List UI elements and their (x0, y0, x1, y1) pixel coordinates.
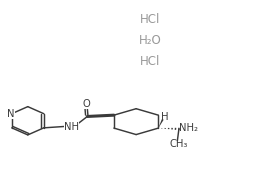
Text: NH₂: NH₂ (179, 123, 198, 133)
Polygon shape (158, 119, 164, 128)
Text: O: O (83, 99, 90, 109)
Text: H: H (161, 112, 168, 122)
Text: H₂O: H₂O (139, 34, 162, 47)
Text: N: N (7, 109, 15, 119)
Text: HCl: HCl (140, 13, 160, 26)
Text: NH: NH (64, 122, 79, 132)
Text: HCl: HCl (140, 55, 160, 68)
Text: CH₃: CH₃ (170, 140, 188, 149)
